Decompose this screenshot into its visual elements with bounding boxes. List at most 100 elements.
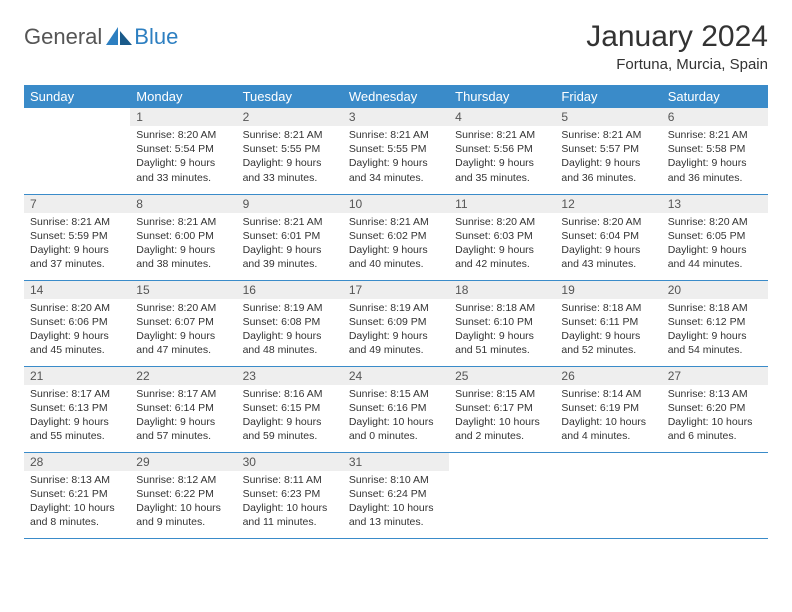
- day-details: Sunrise: 8:21 AMSunset: 6:02 PMDaylight:…: [343, 213, 449, 276]
- day-details: Sunrise: 8:20 AMSunset: 6:07 PMDaylight:…: [130, 299, 236, 362]
- day-number: 4: [449, 108, 555, 126]
- day-details: Sunrise: 8:18 AMSunset: 6:10 PMDaylight:…: [449, 299, 555, 362]
- day-cell: 4Sunrise: 8:21 AMSunset: 5:56 PMDaylight…: [449, 108, 555, 194]
- calendar-row: 28Sunrise: 8:13 AMSunset: 6:21 PMDayligh…: [24, 452, 768, 538]
- day-cell: 12Sunrise: 8:20 AMSunset: 6:04 PMDayligh…: [555, 194, 661, 280]
- day-cell: 16Sunrise: 8:19 AMSunset: 6:08 PMDayligh…: [237, 280, 343, 366]
- day-details: Sunrise: 8:21 AMSunset: 5:55 PMDaylight:…: [343, 126, 449, 189]
- day-details: Sunrise: 8:20 AMSunset: 6:06 PMDaylight:…: [24, 299, 130, 362]
- day-cell: 19Sunrise: 8:18 AMSunset: 6:11 PMDayligh…: [555, 280, 661, 366]
- empty-cell: [555, 452, 661, 538]
- calendar-row: 21Sunrise: 8:17 AMSunset: 6:13 PMDayligh…: [24, 366, 768, 452]
- weekday-header: Thursday: [449, 85, 555, 108]
- day-details: Sunrise: 8:20 AMSunset: 6:04 PMDaylight:…: [555, 213, 661, 276]
- day-cell: 24Sunrise: 8:15 AMSunset: 6:16 PMDayligh…: [343, 366, 449, 452]
- day-number: 14: [24, 281, 130, 299]
- day-details: Sunrise: 8:20 AMSunset: 5:54 PMDaylight:…: [130, 126, 236, 189]
- weekday-header: Sunday: [24, 85, 130, 108]
- day-details: Sunrise: 8:18 AMSunset: 6:12 PMDaylight:…: [662, 299, 768, 362]
- weekday-header: Friday: [555, 85, 661, 108]
- day-cell: 11Sunrise: 8:20 AMSunset: 6:03 PMDayligh…: [449, 194, 555, 280]
- weekday-header: Saturday: [662, 85, 768, 108]
- day-number: 25: [449, 367, 555, 385]
- calendar-head: SundayMondayTuesdayWednesdayThursdayFrid…: [24, 85, 768, 108]
- day-cell: 27Sunrise: 8:13 AMSunset: 6:20 PMDayligh…: [662, 366, 768, 452]
- day-cell: 18Sunrise: 8:18 AMSunset: 6:10 PMDayligh…: [449, 280, 555, 366]
- day-cell: 21Sunrise: 8:17 AMSunset: 6:13 PMDayligh…: [24, 366, 130, 452]
- day-number: 21: [24, 367, 130, 385]
- day-number: 2: [237, 108, 343, 126]
- calendar-row: 14Sunrise: 8:20 AMSunset: 6:06 PMDayligh…: [24, 280, 768, 366]
- day-cell: 30Sunrise: 8:11 AMSunset: 6:23 PMDayligh…: [237, 452, 343, 538]
- day-number: 16: [237, 281, 343, 299]
- calendar-row: 7Sunrise: 8:21 AMSunset: 5:59 PMDaylight…: [24, 194, 768, 280]
- day-cell: 28Sunrise: 8:13 AMSunset: 6:21 PMDayligh…: [24, 452, 130, 538]
- calendar-row: 1Sunrise: 8:20 AMSunset: 5:54 PMDaylight…: [24, 108, 768, 194]
- logo-text-general: General: [24, 24, 102, 50]
- day-details: Sunrise: 8:19 AMSunset: 6:09 PMDaylight:…: [343, 299, 449, 362]
- day-number: 24: [343, 367, 449, 385]
- logo-text-blue: Blue: [134, 24, 178, 50]
- day-cell: 2Sunrise: 8:21 AMSunset: 5:55 PMDaylight…: [237, 108, 343, 194]
- day-details: Sunrise: 8:21 AMSunset: 6:00 PMDaylight:…: [130, 213, 236, 276]
- day-number: 26: [555, 367, 661, 385]
- day-cell: 23Sunrise: 8:16 AMSunset: 6:15 PMDayligh…: [237, 366, 343, 452]
- day-cell: 7Sunrise: 8:21 AMSunset: 5:59 PMDaylight…: [24, 194, 130, 280]
- day-number: 28: [24, 453, 130, 471]
- day-cell: 31Sunrise: 8:10 AMSunset: 6:24 PMDayligh…: [343, 452, 449, 538]
- day-number: 6: [662, 108, 768, 126]
- weekday-header: Monday: [130, 85, 236, 108]
- empty-cell: [449, 452, 555, 538]
- day-details: Sunrise: 8:10 AMSunset: 6:24 PMDaylight:…: [343, 471, 449, 534]
- day-details: Sunrise: 8:13 AMSunset: 6:20 PMDaylight:…: [662, 385, 768, 448]
- day-number: 1: [130, 108, 236, 126]
- day-details: Sunrise: 8:17 AMSunset: 6:14 PMDaylight:…: [130, 385, 236, 448]
- title-block: January 2024 Fortuna, Murcia, Spain: [586, 20, 768, 73]
- day-cell: 13Sunrise: 8:20 AMSunset: 6:05 PMDayligh…: [662, 194, 768, 280]
- day-cell: 8Sunrise: 8:21 AMSunset: 6:00 PMDaylight…: [130, 194, 236, 280]
- day-details: Sunrise: 8:21 AMSunset: 5:58 PMDaylight:…: [662, 126, 768, 189]
- weekday-header: Tuesday: [237, 85, 343, 108]
- day-details: Sunrise: 8:11 AMSunset: 6:23 PMDaylight:…: [237, 471, 343, 534]
- empty-cell: [662, 452, 768, 538]
- day-number: 31: [343, 453, 449, 471]
- header: General Blue January 2024 Fortuna, Murci…: [24, 20, 768, 73]
- day-details: Sunrise: 8:21 AMSunset: 5:55 PMDaylight:…: [237, 126, 343, 189]
- day-details: Sunrise: 8:12 AMSunset: 6:22 PMDaylight:…: [130, 471, 236, 534]
- day-number: 8: [130, 195, 236, 213]
- day-details: Sunrise: 8:19 AMSunset: 6:08 PMDaylight:…: [237, 299, 343, 362]
- day-cell: 14Sunrise: 8:20 AMSunset: 6:06 PMDayligh…: [24, 280, 130, 366]
- day-details: Sunrise: 8:20 AMSunset: 6:03 PMDaylight:…: [449, 213, 555, 276]
- day-number: 7: [24, 195, 130, 213]
- day-number: 11: [449, 195, 555, 213]
- day-cell: 5Sunrise: 8:21 AMSunset: 5:57 PMDaylight…: [555, 108, 661, 194]
- calendar-body: 1Sunrise: 8:20 AMSunset: 5:54 PMDaylight…: [24, 108, 768, 538]
- page-title: January 2024: [586, 20, 768, 54]
- day-number: 13: [662, 195, 768, 213]
- day-number: 3: [343, 108, 449, 126]
- day-cell: 1Sunrise: 8:20 AMSunset: 5:54 PMDaylight…: [130, 108, 236, 194]
- day-cell: 22Sunrise: 8:17 AMSunset: 6:14 PMDayligh…: [130, 366, 236, 452]
- day-number: 27: [662, 367, 768, 385]
- day-cell: 15Sunrise: 8:20 AMSunset: 6:07 PMDayligh…: [130, 280, 236, 366]
- day-cell: 3Sunrise: 8:21 AMSunset: 5:55 PMDaylight…: [343, 108, 449, 194]
- day-details: Sunrise: 8:17 AMSunset: 6:13 PMDaylight:…: [24, 385, 130, 448]
- day-details: Sunrise: 8:21 AMSunset: 5:56 PMDaylight:…: [449, 126, 555, 189]
- day-number: 10: [343, 195, 449, 213]
- day-number: 29: [130, 453, 236, 471]
- day-cell: 26Sunrise: 8:14 AMSunset: 6:19 PMDayligh…: [555, 366, 661, 452]
- day-cell: 9Sunrise: 8:21 AMSunset: 6:01 PMDaylight…: [237, 194, 343, 280]
- day-number: 9: [237, 195, 343, 213]
- day-details: Sunrise: 8:21 AMSunset: 5:59 PMDaylight:…: [24, 213, 130, 276]
- day-details: Sunrise: 8:15 AMSunset: 6:16 PMDaylight:…: [343, 385, 449, 448]
- empty-cell: [24, 108, 130, 194]
- day-details: Sunrise: 8:20 AMSunset: 6:05 PMDaylight:…: [662, 213, 768, 276]
- day-number: 17: [343, 281, 449, 299]
- day-number: 12: [555, 195, 661, 213]
- calendar-table: SundayMondayTuesdayWednesdayThursdayFrid…: [24, 85, 768, 539]
- day-number: 20: [662, 281, 768, 299]
- day-cell: 20Sunrise: 8:18 AMSunset: 6:12 PMDayligh…: [662, 280, 768, 366]
- day-details: Sunrise: 8:13 AMSunset: 6:21 PMDaylight:…: [24, 471, 130, 534]
- day-number: 30: [237, 453, 343, 471]
- day-number: 5: [555, 108, 661, 126]
